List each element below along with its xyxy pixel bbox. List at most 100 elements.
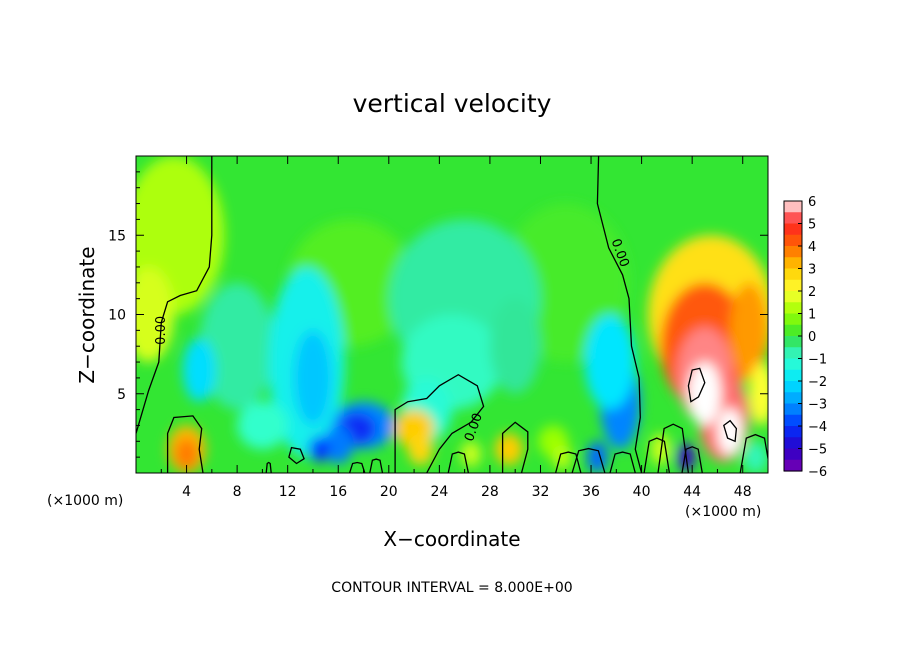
colorbar-swatch	[784, 257, 802, 270]
colorbar-tick-label: −2	[808, 375, 827, 390]
downdraft-region	[199, 282, 276, 410]
contour-near-surface	[554, 451, 582, 473]
x-axis-ticks: 4 8 12 16 20 24 28 32 36 40 44 48	[160, 156, 752, 500]
velocity-field	[136, 156, 768, 473]
updraft-region	[650, 433, 671, 466]
downdraft-region	[742, 441, 768, 473]
updraft-region	[407, 433, 434, 466]
colorbar-swatch	[784, 336, 802, 348]
contour-cell	[501, 421, 529, 473]
y-tick-label: 5	[117, 387, 126, 403]
colorbar-tick-label: 4	[808, 240, 816, 255]
colorbar: 6 5 4 3 2 1 0 −1 −2 −3 −4 −5 −6	[783, 195, 827, 480]
x-tick-label: 28	[481, 484, 499, 500]
x-tick-label: 16	[329, 484, 347, 500]
downdraft-region	[587, 441, 608, 473]
colorbar-swatch	[784, 268, 802, 281]
colorbar-tick-label: 5	[808, 218, 816, 233]
x-axis-label: X−coordinate	[383, 527, 520, 551]
colorbar-swatch	[784, 414, 802, 427]
y-tick-label: 15	[108, 228, 126, 244]
contour-near-surface	[571, 447, 606, 473]
downdraft-region	[584, 314, 636, 410]
colorbar-swatch	[784, 437, 802, 450]
colorbar-swatch	[784, 313, 802, 326]
x-tick-label: 8	[233, 484, 242, 500]
contour-near-surface	[739, 433, 768, 473]
updraft-region	[688, 362, 722, 426]
contour-small	[288, 446, 305, 465]
colorbar-tick-label: −5	[808, 443, 827, 458]
colorbar-swatch	[784, 279, 802, 292]
contour-near-surface	[369, 458, 384, 473]
y-axis-ticks: 5 10 15	[108, 171, 768, 458]
updraft-region	[551, 444, 573, 470]
updraft-region	[730, 282, 768, 378]
colorbar-swatch	[784, 358, 802, 371]
updraft-region	[749, 362, 768, 426]
contour-near-surface	[265, 461, 272, 473]
colorbar-swatch	[784, 212, 802, 225]
colorbar-swatch	[784, 291, 802, 303]
colorbar-swatch	[784, 347, 802, 360]
contour-near-surface	[609, 451, 636, 473]
colorbar-swatch	[784, 459, 802, 472]
colorbar-tick-label: −1	[808, 353, 827, 368]
updraft-region	[717, 408, 743, 456]
colorbar-swatch	[784, 223, 802, 236]
downdraft-region	[489, 298, 541, 394]
y-axis-label: Z−coordinate	[75, 246, 99, 383]
contour-cell	[166, 415, 204, 473]
downdraft-region	[237, 401, 288, 450]
colorbar-tick-label: −4	[808, 420, 827, 435]
colorbar-swatch	[784, 381, 802, 393]
x-tick-label: 48	[734, 484, 752, 500]
contour-interval-text: CONTOUR INTERVAL = 8.000E+00	[331, 580, 572, 596]
colorbar-tick-label: 0	[808, 330, 816, 345]
contour-near-surface	[681, 446, 703, 473]
colorbar-swatch	[784, 246, 802, 258]
x-tick-label: 24	[430, 484, 448, 500]
downdraft-region	[309, 436, 330, 462]
x-unit-label-right: (×1000 m)	[685, 504, 761, 520]
colorbar-tick-label: 1	[808, 308, 816, 323]
updraft-region	[136, 266, 174, 363]
contour-label: 0.00	[154, 316, 169, 345]
colorbar-swatch	[784, 201, 802, 213]
colorbar-swatch	[784, 302, 802, 315]
x-tick-label: 36	[582, 484, 600, 500]
contour-max-lower	[723, 419, 738, 443]
contour-left	[136, 156, 213, 434]
chart-title: vertical velocity	[353, 89, 552, 118]
colorbar-tick-label: −3	[808, 398, 827, 413]
colorbar-swatch	[784, 324, 802, 337]
colorbar-swatch	[784, 448, 802, 461]
colorbar-swatch	[784, 369, 802, 382]
downdraft-region	[294, 330, 332, 426]
downdraft-region	[182, 338, 216, 402]
x-tick-label: 12	[279, 484, 297, 500]
colorbar-tick-label: −6	[808, 465, 827, 480]
colorbar-swatch	[784, 392, 802, 405]
colorbar-tick-label: 2	[808, 285, 816, 300]
contour-near-surface	[657, 423, 690, 473]
colorbar-swatch	[784, 403, 802, 416]
contour-near-surface	[643, 437, 671, 473]
updraft-region	[494, 433, 523, 466]
colorbar-swatch	[784, 234, 802, 247]
contour-cell	[394, 373, 485, 473]
y-tick-label: 10	[108, 308, 126, 324]
x-tick-label: 20	[380, 484, 398, 500]
downdraft-region	[323, 425, 354, 464]
contour-near-surface	[447, 451, 470, 473]
contour-right	[596, 156, 643, 473]
x-tick-label: 44	[683, 484, 701, 500]
contour-near-surface	[348, 461, 366, 473]
x-unit-label: (×1000 m)	[47, 493, 123, 509]
x-tick-label: 40	[633, 484, 651, 500]
x-tick-label: 32	[532, 484, 550, 500]
colorbar-swatch	[784, 426, 802, 438]
plot-area: 0.000.000.00	[136, 156, 768, 473]
colorbar-tick-label: 3	[808, 263, 816, 278]
